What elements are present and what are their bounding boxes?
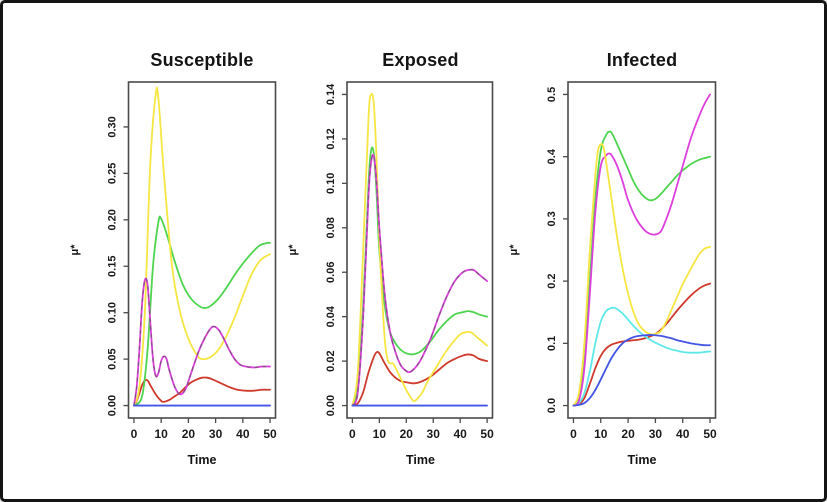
plot-box [127,81,277,419]
series-cyan-line [572,306,711,407]
y-tick-label: 0.20 [107,209,119,230]
x-tick-label: 50 [480,427,494,441]
y-axis-label-susceptible: μ* [69,244,81,256]
x-tick-label: 10 [594,427,608,441]
chart-panel-exposed: 0 10 20 30 40 50 0.00 0.02 0.04 0.06 0.08 0.10 0.12 0… [325,81,494,441]
x-tick-label: 40 [453,427,467,441]
x-tick-label: 0 [349,427,356,441]
series-yellow-line [133,86,271,407]
y-tick-label: 0.4 [546,148,558,164]
x-tick-label: 0 [570,427,577,441]
y-tick-label: 0.04 [325,305,337,327]
series-magenta-dash-overlay [351,154,488,406]
chart-panel-infected: 0 10 20 30 40 50 0.0 0.1 0.2 0.3 0.4 0.5 [546,81,717,441]
series-magenta-line [572,93,711,407]
series-magenta-line [133,277,271,407]
x-tick-label: 10 [154,427,168,441]
y-tick-label: 0.10 [325,173,337,194]
series-yellow-line [572,143,711,407]
y-tick-label: 0.02 [325,350,337,371]
panel-title-susceptible: Susceptible [150,50,254,70]
x-axis-label-exposed: Time [406,453,435,467]
x-axis-label-susceptible: Time [187,453,217,467]
y-tick-label: 0.15 [107,256,119,277]
series-red-line [351,350,489,407]
x-tick-label: 20 [621,427,635,441]
x-tick-label: 30 [427,427,441,441]
y-tick-label: 0.10 [107,302,119,323]
x-tick-label: 30 [649,427,663,441]
x-tick-label: 40 [236,427,250,441]
panel-title-infected: Infected [606,50,678,70]
y-tick-label: 0.1 [546,336,558,351]
y-tick-label: 0.2 [546,273,558,288]
y-tick-label: 0.5 [546,87,558,102]
series-magenta-dash-overlay [133,277,271,406]
chart-panel-susceptible: 0 10 20 30 40 50 0.00 0.05 0.10 0.15 0.20 0.25 0.30 [107,81,277,441]
panel-title-exposed: Exposed [382,50,459,70]
y-tick-label: 0.00 [107,395,119,416]
plot-box [346,81,494,419]
series-green-line [133,215,271,407]
series-blue-line [572,334,711,407]
y-tick-label: 0.14 [325,83,337,105]
y-axis-label-infected: μ* [508,244,520,256]
y-tick-label: 0.06 [325,262,337,283]
x-tick-label: 20 [400,427,414,441]
plot-box [567,81,717,419]
series-red-line [133,376,271,407]
x-tick-label: 50 [263,427,277,441]
series-green-line [572,130,711,407]
y-tick-label: 0.0 [546,398,558,413]
chart-canvas: 0 10 20 30 40 500.000.050.100.150.200.250.300… [107,81,717,441]
y-tick-label: 0.30 [107,116,119,137]
x-tick-label: 20 [182,427,196,441]
y-axis-label-exposed: μ* [287,244,299,256]
series-yellow-line [351,92,489,407]
x-tick-label: 30 [209,427,223,441]
x-tick-label: 40 [676,427,690,441]
y-tick-label: 0.00 [325,395,337,416]
y-tick-label: 0.12 [325,128,337,149]
series-green-line [351,146,489,407]
series-red-line [572,282,711,407]
y-tick-label: 0.05 [107,348,119,369]
y-tick-label: 0.3 [546,211,558,226]
y-tick-label: 0.25 [107,163,119,184]
series-magenta-line [351,153,489,407]
y-tick-label: 0.08 [325,217,337,238]
x-tick-label: 50 [703,427,717,441]
x-tick-label: 10 [373,427,387,441]
x-axis-label-infected: Time [627,453,657,467]
x-tick-label: 0 [131,427,138,441]
